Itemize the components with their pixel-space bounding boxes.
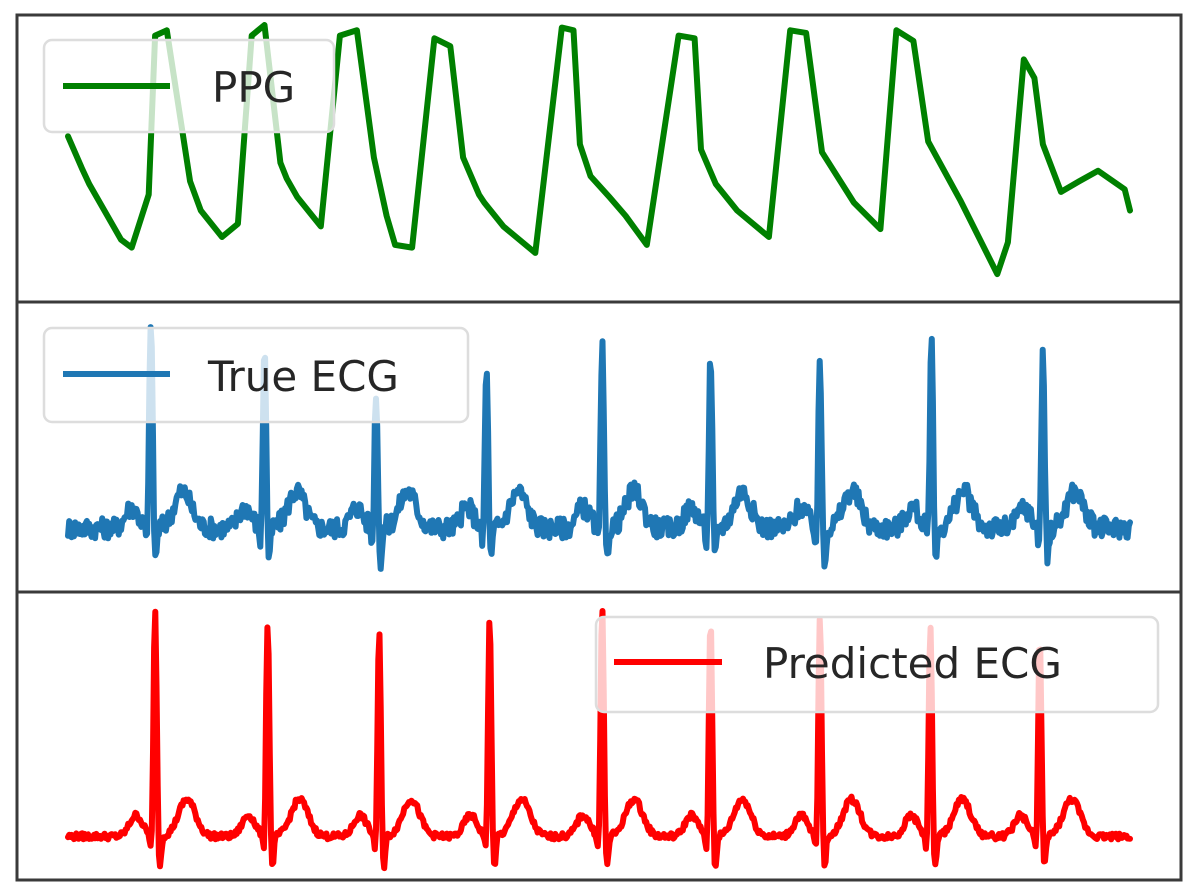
ppg-trace	[65, 22, 1133, 278]
true-ecg-legend: True ECG	[42, 326, 470, 424]
true-ecg-trace	[65, 324, 1133, 572]
predicted-ecg-legend-box	[594, 615, 1160, 714]
ppg-panel: PPG	[15, 13, 1183, 304]
predicted-ecg-trace	[65, 608, 1133, 872]
true-ecg-legend-box	[42, 326, 470, 424]
predicted-ecg-legend: Predicted ECG	[594, 615, 1160, 714]
true-ecg-legend-label: True ECG	[207, 352, 399, 401]
predicted-ecg-legend-label: Predicted ECG	[763, 639, 1062, 688]
ppg-legend: PPG	[42, 38, 336, 134]
predicted-ecg-panel-frame	[15, 590, 1183, 882]
ppg-legend-box	[42, 38, 336, 134]
predicted-ecg-panel: Predicted ECG	[15, 590, 1183, 882]
ppg-legend-label: PPG	[212, 63, 295, 112]
